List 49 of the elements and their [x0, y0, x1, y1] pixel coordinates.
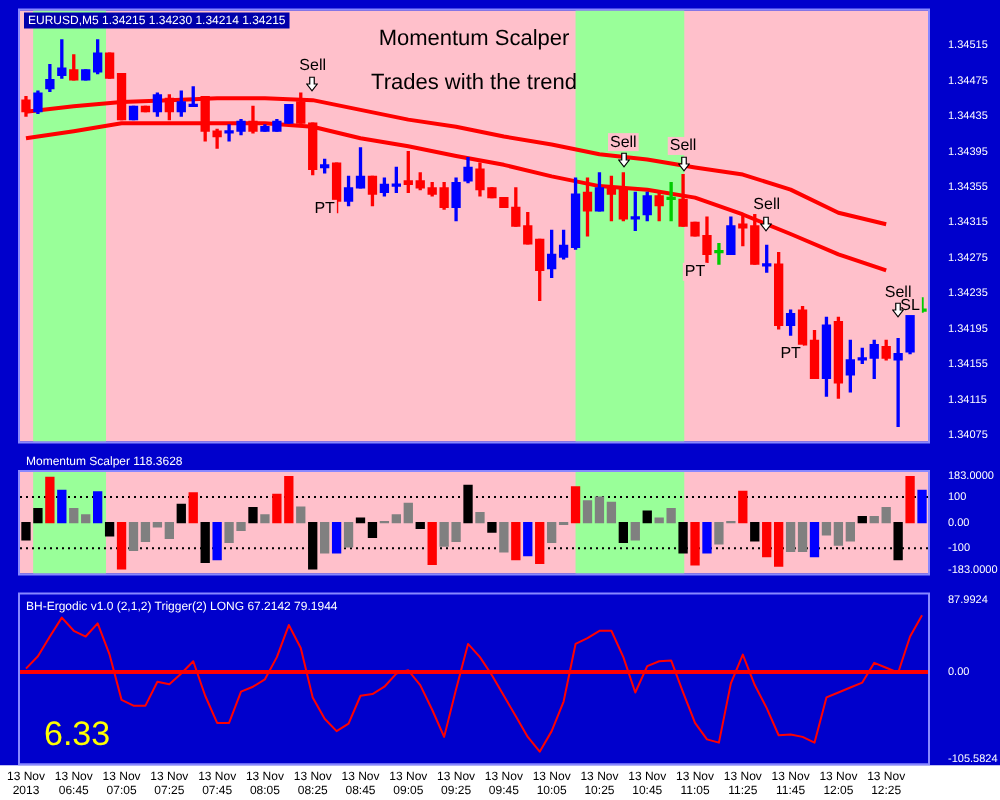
bar	[905, 475, 915, 524]
bar	[104, 522, 115, 537]
bar	[499, 522, 509, 553]
annotation: PT	[684, 262, 706, 281]
bar	[857, 515, 867, 524]
bar	[343, 522, 354, 548]
annotation: Sell	[753, 195, 781, 214]
bar	[260, 514, 270, 524]
bar	[523, 522, 533, 557]
bar	[570, 486, 581, 524]
bar	[702, 522, 712, 554]
bar	[93, 491, 103, 524]
bar	[116, 522, 127, 570]
bar	[188, 492, 198, 524]
bar	[738, 490, 748, 524]
candlestick	[666, 181, 676, 222]
text: Trades with the trend	[371, 70, 577, 95]
text: Momentum Scalper	[378, 26, 571, 51]
bar	[320, 522, 330, 554]
bar	[750, 522, 760, 542]
bar	[427, 522, 437, 566]
bar	[331, 522, 342, 554]
bar	[248, 506, 258, 524]
bar	[535, 522, 545, 565]
bar	[487, 522, 497, 533]
annotation: SL	[900, 296, 921, 315]
annotation: Sell	[299, 56, 327, 75]
bar	[296, 506, 306, 524]
annotation: PT	[314, 199, 336, 218]
bar	[57, 489, 67, 524]
bar	[415, 522, 425, 529]
bar	[308, 522, 318, 570]
annotation: Sell	[610, 132, 638, 151]
annotation: 6.33	[44, 714, 111, 753]
bar	[212, 522, 222, 561]
annotation: PT	[780, 344, 802, 363]
bar	[809, 522, 820, 558]
annotation: Sell	[669, 136, 697, 155]
bar	[690, 522, 700, 566]
bar	[176, 503, 186, 524]
bar	[618, 522, 628, 544]
bar	[917, 489, 927, 524]
candlestick	[714, 243, 724, 265]
candlestick	[893, 337, 903, 427]
bar	[630, 522, 640, 541]
bar	[45, 476, 55, 524]
bar	[511, 522, 521, 561]
bar	[642, 510, 652, 524]
bar	[475, 512, 485, 524]
